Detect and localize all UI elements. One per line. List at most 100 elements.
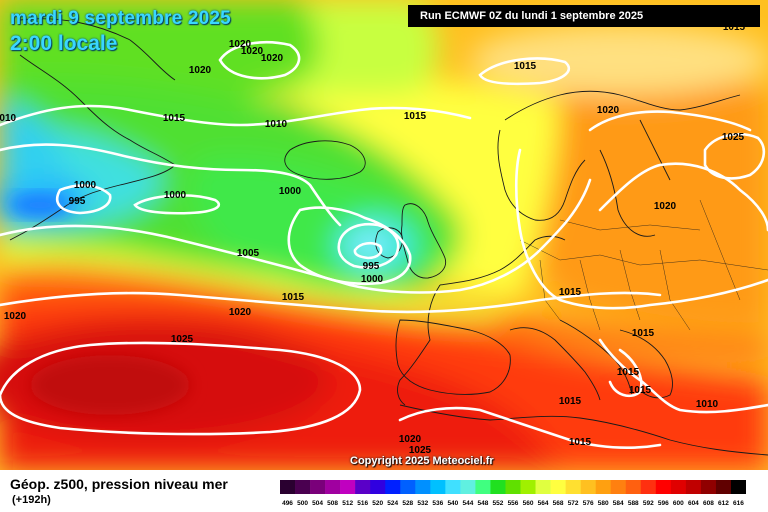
scale-swatch: [445, 480, 461, 494]
legend-subtitle: (+192h): [12, 494, 51, 506]
scale-tick: 592: [643, 500, 654, 507]
isobar-label: 1025: [409, 445, 432, 456]
run-info: Run ECMWF 0Z du lundi 1 septembre 2025: [408, 5, 760, 27]
isobar-label: 1015: [569, 437, 592, 448]
isobar-label: 1000: [279, 186, 302, 197]
isobar-label: 1020: [241, 46, 264, 57]
isobar-label: 1015: [629, 385, 652, 396]
scale-tick: 584: [613, 500, 624, 507]
scale-tick: 524: [387, 500, 398, 507]
isobar-label: 1020: [597, 105, 620, 116]
scale-tick: 536: [432, 500, 443, 507]
isobar-label: 1020: [229, 39, 252, 50]
scale-tick: 604: [688, 500, 699, 507]
scale-swatch: [415, 480, 431, 494]
scale-tick: 516: [357, 500, 368, 507]
scale-tick: 504: [312, 500, 323, 507]
scale-swatch: [490, 480, 506, 494]
isobar-label: 1015: [514, 61, 537, 72]
scale-swatch: [655, 480, 672, 494]
scale-tick: 500: [297, 500, 308, 507]
scale-tick: 532: [417, 500, 428, 507]
scale-swatch: [430, 480, 446, 494]
scale-swatch: [400, 480, 416, 494]
isobar-label: 1020: [4, 311, 27, 322]
isobar-label: 995: [363, 261, 380, 272]
scale-tick: 572: [568, 500, 579, 507]
scale-tick: 588: [628, 500, 639, 507]
scale-tick: 616: [733, 500, 744, 507]
scale-swatch: [520, 480, 536, 494]
scale-swatch: [625, 480, 642, 494]
isobars: [0, 41, 768, 450]
isobar-label: 1025: [722, 132, 745, 143]
scale-swatch: [325, 480, 341, 494]
copyright: Copyright 2025 Meteociel.fr: [350, 455, 494, 467]
scale-tick: 560: [523, 500, 534, 507]
scale-tick: 596: [658, 500, 669, 507]
scale-tick: 548: [478, 500, 489, 507]
scale-tick: 508: [327, 500, 338, 507]
scale-tick: 540: [447, 500, 458, 507]
scale-swatch: [730, 480, 746, 494]
isobar-label: 1015: [559, 396, 582, 407]
isobar-label: 1010: [265, 119, 288, 130]
scale-swatch: [595, 480, 612, 494]
scale-tick: 576: [583, 500, 594, 507]
scale-swatch: [295, 480, 311, 494]
isobar-label: 1015: [723, 22, 746, 33]
scale-tick: 600: [673, 500, 684, 507]
scale-swatch: [610, 480, 627, 494]
isobar-label: 1015: [404, 111, 427, 122]
scale-tick: 520: [372, 500, 383, 507]
scale-swatch: [580, 480, 596, 494]
scale-swatch: [340, 480, 356, 494]
scale-swatch: [385, 480, 401, 494]
scale-tick: 496: [282, 500, 293, 507]
isobar-label: 1025: [171, 334, 194, 345]
scale-swatch: [370, 480, 386, 494]
scale-swatch: [475, 480, 491, 494]
scale-swatch: [280, 480, 296, 494]
isobar-label: 1015: [163, 113, 186, 124]
forecast-date: mardi 9 septembre 2025: [10, 8, 231, 29]
isobar-label: 1010: [696, 399, 719, 410]
scale-swatch: [685, 480, 702, 494]
scale-swatch: [700, 480, 717, 494]
isobar-label: 1020: [654, 201, 677, 212]
isobar-label: 1020: [261, 53, 284, 64]
scale-swatch: [535, 480, 551, 494]
legend-footer: Géop. z500, pression niveau mer (+192h) …: [0, 470, 768, 512]
scale-swatch: [715, 480, 732, 494]
scale-swatch: [505, 480, 521, 494]
isobar-label: 1020: [399, 434, 422, 445]
scale-swatch: [565, 480, 581, 494]
color-scale: 496 500 504 508 512 516 520 524 528 532 536 540 544 5…: [280, 480, 746, 507]
isobar-label: 1000: [74, 180, 97, 191]
isobar-label: 1015: [632, 328, 655, 339]
scale-tick: 552: [493, 500, 504, 507]
scale-swatch: [640, 480, 657, 494]
isobar-label: 1020: [229, 307, 252, 318]
scale-tick: 512: [342, 500, 353, 507]
scale-swatch: [355, 480, 371, 494]
isobar-label: 1015: [617, 367, 640, 378]
scale-swatch: [670, 480, 687, 494]
scale-swatch: [460, 480, 476, 494]
isobar-label: 1000: [361, 274, 384, 285]
scale-swatch: [550, 480, 566, 494]
scale-tick: 612: [718, 500, 729, 507]
scale-tick: 556: [508, 500, 519, 507]
scale-tick: 580: [598, 500, 609, 507]
scale-tick: 608: [703, 500, 714, 507]
scale-tick: 564: [538, 500, 549, 507]
isobar-label: 995: [69, 196, 86, 207]
scale-tick: 568: [553, 500, 564, 507]
scale-tick: 544: [462, 500, 473, 507]
isobar-label: 1005: [237, 248, 260, 259]
isobar-label: 1015: [282, 292, 305, 303]
legend-title: Géop. z500, pression niveau mer: [10, 476, 228, 492]
